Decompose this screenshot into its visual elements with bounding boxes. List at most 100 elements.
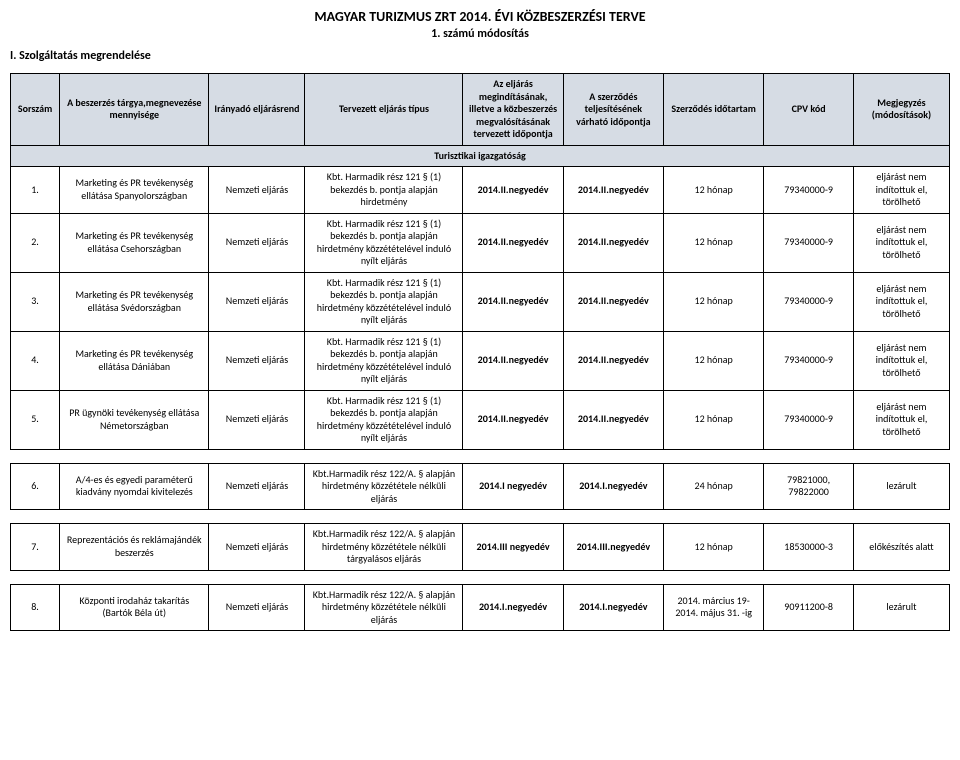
col-sorszam: Sorszám: [11, 74, 60, 146]
cell-dur: 12 hónap: [664, 272, 764, 331]
gap-row: [11, 570, 950, 584]
table-row: 8.Központi irodaház takarítás (Bartók Bé…: [11, 584, 950, 631]
cell-note: lezárult: [853, 584, 949, 631]
cell-start: 2014.II.negyedév: [463, 167, 563, 214]
cell-targy: Marketing és PR tevékenység ellátása Cse…: [60, 213, 209, 272]
cell-note: eljárást nem indítottuk el, törölhető: [853, 213, 949, 272]
col-tipus: Tervezett eljárás típus: [305, 74, 463, 146]
cell-sorszam: 2.: [11, 213, 60, 272]
cell-sorszam: 4.: [11, 331, 60, 390]
col-cpv: CPV kód: [764, 74, 854, 146]
table-row: 2.Marketing és PR tevékenység ellátása C…: [11, 213, 950, 272]
table-row: 1.Marketing és PR tevékenység ellátása S…: [11, 167, 950, 214]
table-row: 4.Marketing és PR tevékenység ellátása D…: [11, 331, 950, 390]
col-note: Megjegyzés (módosítások): [853, 74, 949, 146]
cell-note: lezárult: [853, 463, 949, 510]
cell-targy: Központi irodaház takarítás (Bartók Béla…: [60, 584, 209, 631]
cell-rend: Nemzeti eljárás: [209, 331, 305, 390]
cell-dur: 12 hónap: [664, 331, 764, 390]
cell-note: eljárást nem indítottuk el, törölhető: [853, 272, 949, 331]
cell-tipus: Kbt. Harmadik rész 121 § (1) bekezdés b.…: [305, 167, 463, 214]
table-row: 6.A/4-es és egyedi paraméterű kiadvány n…: [11, 463, 950, 510]
cell-dur: 12 hónap: [664, 524, 764, 571]
page-title-2: 1. számú módosítás: [10, 27, 950, 41]
cell-end: 2014.II.negyedév: [563, 213, 663, 272]
cell-end: 2014.III.negyedév: [563, 524, 663, 571]
cell-sorszam: 8.: [11, 584, 60, 631]
cell-cpv: 79821000, 79822000: [764, 463, 854, 510]
cell-targy: Marketing és PR tevékenység ellátása Dán…: [60, 331, 209, 390]
cell-start: 2014.II.negyedév: [463, 331, 563, 390]
cell-tipus: Kbt. Harmadik rész 121 § (1) bekezdés b.…: [305, 331, 463, 390]
cell-tipus: Kbt. Harmadik rész 121 § (1) bekezdés b.…: [305, 272, 463, 331]
cell-note: eljárást nem indítottuk el, törölhető: [853, 331, 949, 390]
cell-cpv: 18530000-3: [764, 524, 854, 571]
cell-end: 2014.II.negyedév: [563, 272, 663, 331]
cell-cpv: 79340000-9: [764, 272, 854, 331]
table-row: 5.PR ügynöki tevékenység ellátása Németo…: [11, 390, 950, 449]
table-row: 3.Marketing és PR tevékenység ellátása S…: [11, 272, 950, 331]
cell-targy: Marketing és PR tevékenység ellátása Své…: [60, 272, 209, 331]
cell-start: 2014.III negyedév: [463, 524, 563, 571]
cell-sorszam: 6.: [11, 463, 60, 510]
section-heading: I. Szolgáltatás megrendelése: [10, 49, 950, 63]
cell-dur: 12 hónap: [664, 390, 764, 449]
cell-sorszam: 5.: [11, 390, 60, 449]
cell-start: 2014.I.negyedév: [463, 584, 563, 631]
cell-end: 2014.II.negyedév: [563, 390, 663, 449]
cell-tipus: Kbt. Harmadik rész 121 § (1) bekezdés b.…: [305, 390, 463, 449]
subheader-row: Turisztikai igazgatóság: [11, 145, 950, 167]
cell-start: 2014.I negyedév: [463, 463, 563, 510]
cell-rend: Nemzeti eljárás: [209, 167, 305, 214]
cell-note: eljárást nem indítottuk el, törölhető: [853, 167, 949, 214]
cell-targy: A/4-es és egyedi paraméterű kiadvány nyo…: [60, 463, 209, 510]
cell-cpv: 79340000-9: [764, 390, 854, 449]
cell-cpv: 79340000-9: [764, 213, 854, 272]
cell-sorszam: 7.: [11, 524, 60, 571]
gap-cell: [11, 449, 950, 463]
subheader-cell: Turisztikai igazgatóság: [11, 145, 950, 167]
col-targy: A beszerzés tárgya,megnevezése mennyiség…: [60, 74, 209, 146]
table-header-row: Sorszám A beszerzés tárgya,megnevezése m…: [11, 74, 950, 146]
cell-start: 2014.II.negyedév: [463, 390, 563, 449]
cell-dur: 24 hónap: [664, 463, 764, 510]
cell-end: 2014.II.negyedév: [563, 167, 663, 214]
cell-rend: Nemzeti eljárás: [209, 463, 305, 510]
gap-cell: [11, 510, 950, 524]
gap-row: [11, 449, 950, 463]
col-start: Az eljárás megindításának, illetve a köz…: [463, 74, 563, 146]
cell-tipus: Kbt. Harmadik rész 121 § (1) bekezdés b.…: [305, 213, 463, 272]
cell-end: 2014.I.negyedév: [563, 463, 663, 510]
cell-end: 2014.I.negyedév: [563, 584, 663, 631]
cell-sorszam: 1.: [11, 167, 60, 214]
cell-targy: Marketing és PR tevékenység ellátása Spa…: [60, 167, 209, 214]
cell-rend: Nemzeti eljárás: [209, 213, 305, 272]
cell-cpv: 79340000-9: [764, 167, 854, 214]
cell-tipus: Kbt.Harmadik rész 122/A. § alapján hirde…: [305, 463, 463, 510]
cell-note: eljárást nem indítottuk el, törölhető: [853, 390, 949, 449]
cell-targy: Reprezentációs és reklámajándék beszerzé…: [60, 524, 209, 571]
cell-start: 2014.II.negyedév: [463, 213, 563, 272]
cell-note: előkészítés alatt: [853, 524, 949, 571]
cell-tipus: Kbt.Harmadik rész 122/A. § alapján hirde…: [305, 524, 463, 571]
cell-cpv: 90911200-8: [764, 584, 854, 631]
cell-rend: Nemzeti eljárás: [209, 584, 305, 631]
procurement-table: Sorszám A beszerzés tárgya,megnevezése m…: [10, 73, 950, 631]
page-title-1: MAGYAR TURIZMUS ZRT 2014. ÉVI KÖZBESZERZ…: [10, 8, 950, 25]
col-end: A szerződés teljesítésének várható időpo…: [563, 74, 663, 146]
cell-sorszam: 3.: [11, 272, 60, 331]
cell-dur: 12 hónap: [664, 167, 764, 214]
cell-end: 2014.II.negyedév: [563, 331, 663, 390]
table-row: 7.Reprezentációs és reklámajándék beszer…: [11, 524, 950, 571]
gap-cell: [11, 570, 950, 584]
cell-dur: 2014. március 19- 2014. május 31. -ig: [664, 584, 764, 631]
gap-row: [11, 510, 950, 524]
cell-start: 2014.II.negyedév: [463, 272, 563, 331]
col-rend: Irányadó eljárásrend: [209, 74, 305, 146]
cell-tipus: Kbt.Harmadik rész 122/A. § alapján hirde…: [305, 584, 463, 631]
cell-targy: PR ügynöki tevékenység ellátása Németors…: [60, 390, 209, 449]
cell-dur: 12 hónap: [664, 213, 764, 272]
col-dur: Szerződés időtartam: [664, 74, 764, 146]
cell-rend: Nemzeti eljárás: [209, 524, 305, 571]
cell-rend: Nemzeti eljárás: [209, 272, 305, 331]
